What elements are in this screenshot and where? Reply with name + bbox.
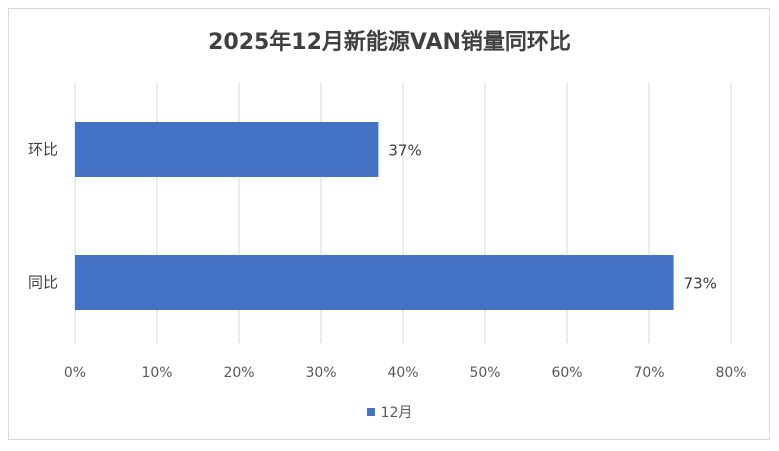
data-label: 37% [388, 142, 421, 160]
data-label: 73% [684, 275, 717, 293]
legend: 12月 [0, 402, 779, 422]
category-label: 同比 [28, 274, 58, 292]
x-tick-label: 80% [715, 365, 746, 381]
chart-title: 2025年12月新能源VAN销量同环比 [208, 30, 571, 55]
x-tick-label: 0% [64, 365, 86, 381]
chart-frame [8, 8, 770, 440]
bar-同比 [75, 255, 674, 310]
x-tick-label: 10% [141, 365, 172, 381]
x-tick-label: 60% [551, 365, 582, 381]
x-tick-label: 40% [387, 365, 418, 381]
legend-label: 12月 [380, 405, 413, 421]
x-tick-label: 50% [469, 365, 500, 381]
bar-环比 [75, 122, 379, 177]
category-label: 环比 [28, 141, 58, 159]
legend-swatch [366, 408, 375, 416]
x-tick-label: 20% [223, 365, 254, 381]
x-tick-label: 70% [633, 365, 664, 381]
x-tick-label: 30% [305, 365, 336, 381]
